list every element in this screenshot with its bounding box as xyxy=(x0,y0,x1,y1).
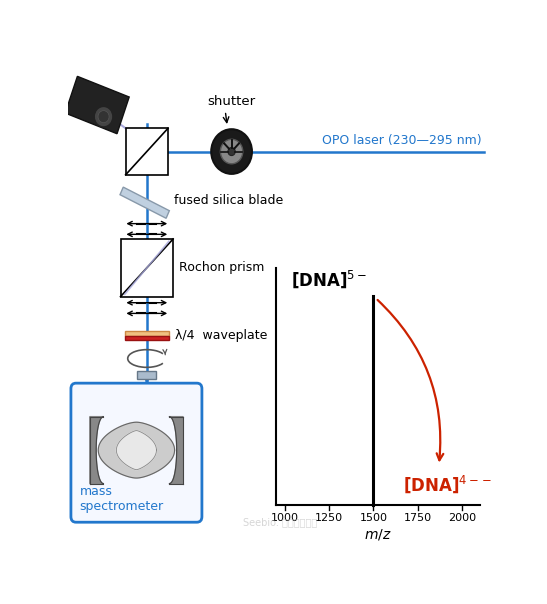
Text: [DNA]$^{5-}$: [DNA]$^{5-}$ xyxy=(291,269,367,290)
Text: 2000: 2000 xyxy=(448,513,476,524)
Circle shape xyxy=(98,111,109,123)
Text: Seebio. 上海惟昌生物: Seebio. 上海惟昌生物 xyxy=(243,518,317,527)
Text: Rochon prism: Rochon prism xyxy=(179,262,265,274)
Text: 1000: 1000 xyxy=(271,513,299,524)
Text: $m/z$: $m/z$ xyxy=(364,527,392,542)
Text: 1500: 1500 xyxy=(359,513,387,524)
Text: fused silica blade: fused silica blade xyxy=(174,194,283,207)
Polygon shape xyxy=(126,128,168,175)
Bar xyxy=(137,371,156,379)
Text: λ/4  waveplate: λ/4 waveplate xyxy=(175,329,267,342)
Polygon shape xyxy=(170,417,183,484)
Bar xyxy=(125,336,169,341)
Text: 1750: 1750 xyxy=(404,513,432,524)
Circle shape xyxy=(220,140,243,164)
Polygon shape xyxy=(120,239,173,297)
Circle shape xyxy=(211,129,252,174)
Text: mass
spectrometer: mass spectrometer xyxy=(79,485,164,513)
Polygon shape xyxy=(120,187,170,218)
Circle shape xyxy=(94,106,113,127)
Polygon shape xyxy=(117,431,156,470)
Bar xyxy=(125,331,169,336)
Text: energy
meter: energy meter xyxy=(71,91,114,119)
Text: 1250: 1250 xyxy=(315,513,344,524)
FancyBboxPatch shape xyxy=(71,383,202,522)
Text: OPO laser (230—295 nm): OPO laser (230—295 nm) xyxy=(322,134,482,147)
Text: shutter: shutter xyxy=(207,95,255,108)
Polygon shape xyxy=(98,422,174,478)
Text: [DNA]$^{4-\!-}$: [DNA]$^{4-\!-}$ xyxy=(403,474,492,495)
Circle shape xyxy=(228,147,235,156)
Polygon shape xyxy=(65,76,129,133)
Polygon shape xyxy=(90,417,103,484)
